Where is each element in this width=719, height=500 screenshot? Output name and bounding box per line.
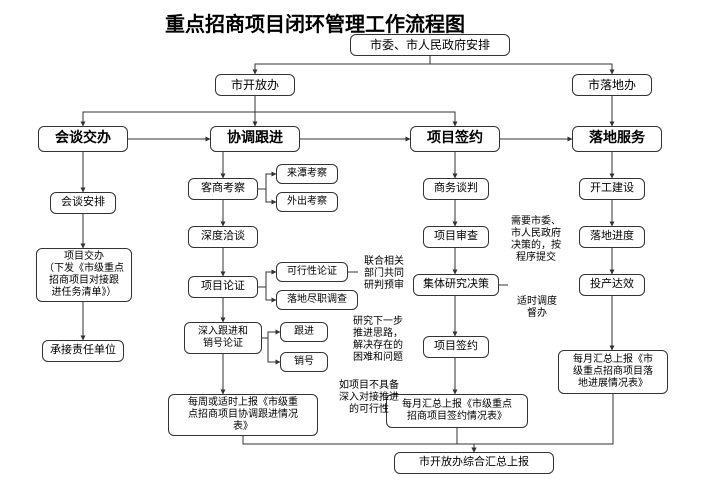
callout-t2: 研究下一步推进思路，解决存在的困难和问题 xyxy=(344,316,412,364)
node-c4b: 落地进度 xyxy=(579,226,645,248)
node-luodiban: 市落地办 xyxy=(572,74,652,96)
node-c3a: 商务谈判 xyxy=(423,178,489,200)
node-c2e: 每周或适时上报《市级重点招商项目协调跟进情况表》 xyxy=(168,394,318,436)
node-c1b: 项目交办（下发《市级重点招商项目对接跟进任务清单》） xyxy=(36,248,132,302)
node-c2c1: 可行性论证 xyxy=(276,262,348,282)
node-final: 市开放办综合汇总上报 xyxy=(394,452,554,474)
node-c2c: 项目论证 xyxy=(188,276,258,298)
node-c4c: 投产达效 xyxy=(579,274,645,296)
edge-33 xyxy=(457,428,474,452)
node-col2: 协调跟进 xyxy=(210,126,300,152)
edge-13 xyxy=(258,174,276,189)
edge-20 xyxy=(262,332,280,338)
node-c2b: 深度洽谈 xyxy=(188,226,258,248)
node-c2a: 客商考察 xyxy=(188,178,258,200)
edge-2 xyxy=(83,96,255,126)
page-title: 重点招商项目闭环管理工作流程图 xyxy=(165,8,465,37)
callout-t3: 如项目不具备深入对接推进的可行性 xyxy=(330,380,408,416)
edge-17 xyxy=(258,272,276,287)
node-c1a: 会谈安排 xyxy=(50,192,116,214)
node-c3c: 集体研究决策 xyxy=(413,274,499,296)
node-c4e: 每月汇总上报《市级重点招商项目落地进展情况表》 xyxy=(558,350,668,394)
edge-4 xyxy=(255,96,455,126)
edge-21 xyxy=(262,338,280,362)
node-c3b: 项目审查 xyxy=(423,226,489,248)
node-kaifang: 市开放办 xyxy=(215,74,295,96)
node-c1c: 承接责任单位 xyxy=(42,340,124,362)
edge-1 xyxy=(430,56,612,74)
edge-0 xyxy=(255,56,430,74)
callout-t1: 联合相关部门共同研判预审 xyxy=(356,256,412,292)
node-c2d2: 销号 xyxy=(280,352,328,372)
node-col3: 项目签约 xyxy=(410,126,500,152)
callout-t4: 需要市委、市人民政府决策的，按程序提交 xyxy=(505,216,567,264)
node-c2a2: 外出考察 xyxy=(276,192,338,212)
node-c2a1: 来潭考察 xyxy=(276,164,338,184)
node-c2d1: 跟进 xyxy=(280,322,328,342)
node-top: 市委、市人民政府安排 xyxy=(350,34,510,56)
node-c2c2: 落地尽职调查 xyxy=(276,290,358,310)
node-c4a: 开工建设 xyxy=(579,178,645,200)
flowchart-canvas: 重点招商项目闭环管理工作流程图 市委、市人民政府安排市开放办 市落地办会谈交办 协调… xyxy=(0,0,719,500)
edge-14 xyxy=(258,189,276,202)
node-c2d: 深入跟进和销号论证 xyxy=(184,322,262,354)
edge-18 xyxy=(258,287,276,300)
node-col4: 落地服务 xyxy=(572,126,662,152)
edge-32 xyxy=(243,436,474,452)
node-c3d: 项目签约 xyxy=(423,336,489,358)
callout-t5: 适时调度督办 xyxy=(511,296,563,320)
node-col1: 会谈交办 xyxy=(38,126,128,152)
